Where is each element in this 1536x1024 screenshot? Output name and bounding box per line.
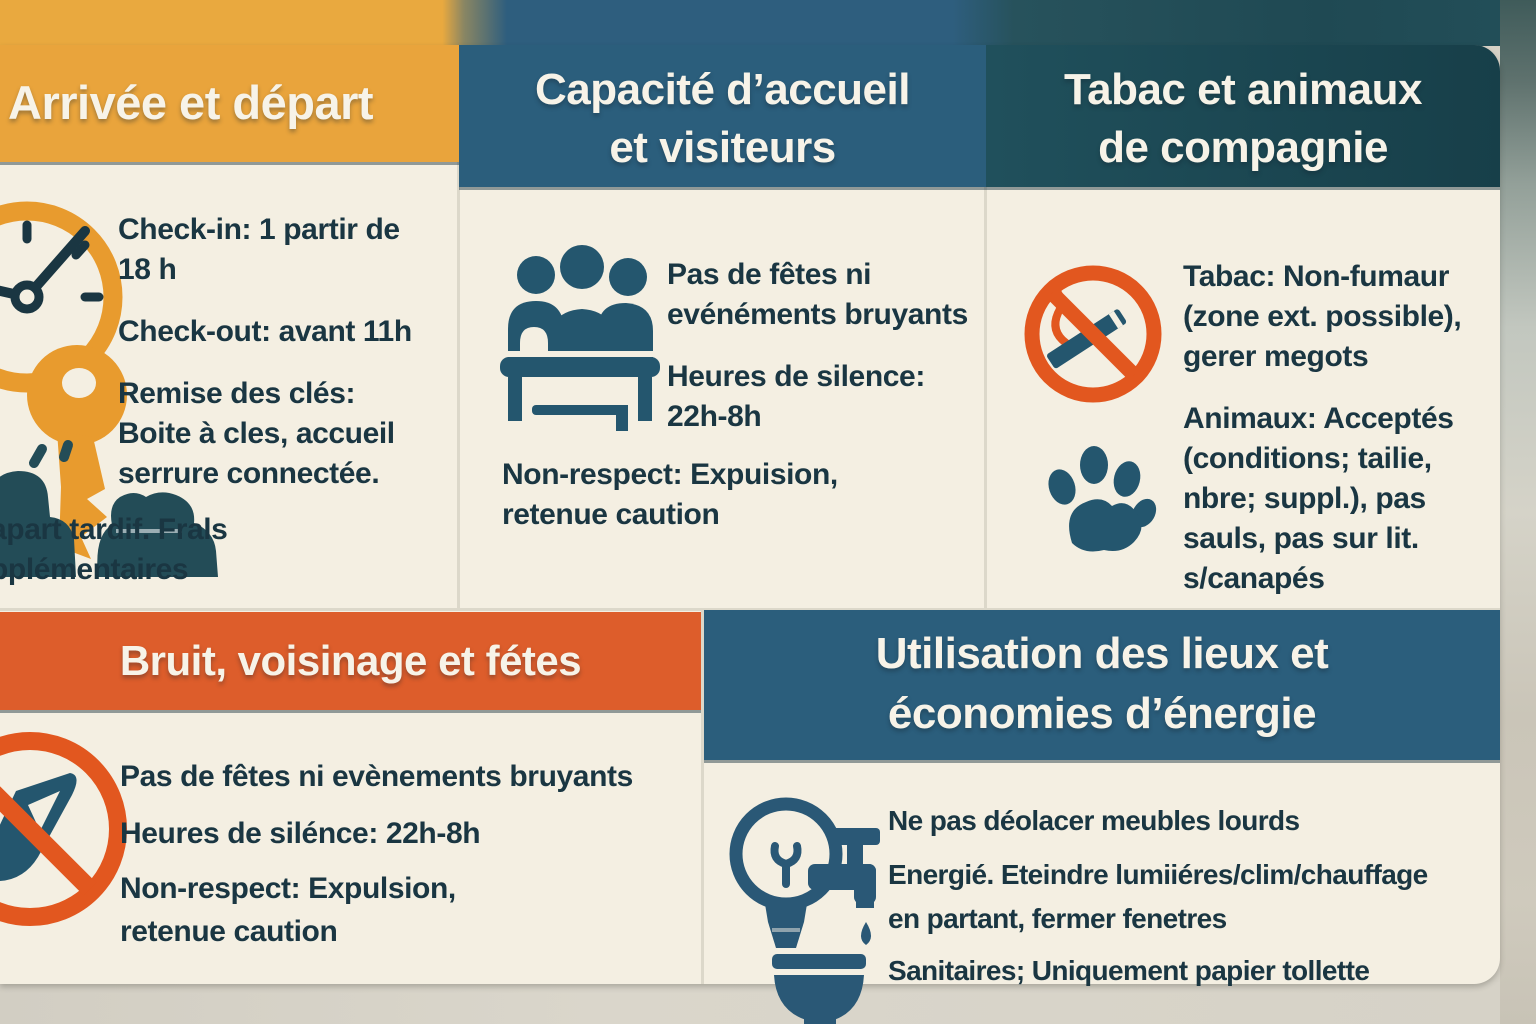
background-right-blur: [1500, 0, 1536, 1024]
section-title: Capacité d’accueil et visiteurs: [535, 65, 910, 172]
section-header-capacity: Capacité d’accueil et visiteurs: [459, 45, 986, 187]
energy-water-icons: [729, 797, 880, 1024]
section-title: Utilisation des lieux et économies d’éne…: [875, 629, 1329, 738]
rule-sanitary: Sanitaires; Uniquement papier tollette: [888, 955, 1370, 986]
rule-non-respect: Non-respect: Expuision, retenue caution: [502, 458, 838, 531]
divider-bottom: [701, 611, 704, 984]
rule-pets: Animaux: Acceptés (conditions; tailie, n…: [1183, 402, 1454, 595]
section-header-noise: Bruit, voisinage et fétes: [0, 612, 701, 710]
rule-keys: Remise des clés: Boite à cles, accueil s…: [118, 377, 395, 490]
rule-checkin: Check-in: 1 partir de 18 h: [118, 213, 400, 286]
no-noise-icon: [0, 732, 127, 926]
section-title: Arrivée et départ: [8, 76, 374, 129]
rule-checkout: Check-out: avant 11h: [118, 315, 412, 348]
divider-top-2: [984, 47, 987, 608]
background-bottom-blur: [0, 982, 1500, 1024]
rule-no-parties: Pas de fêtes ni evénéments bruyants: [667, 258, 968, 331]
lightbulb-icon: [729, 797, 843, 948]
divider-top-1: [457, 47, 460, 608]
rule-non-respect: Non-respect: Expulsion, retenue caution: [120, 872, 456, 948]
section-title: Bruit, voisinage et fétes: [119, 637, 582, 684]
keybox-icon: [0, 440, 218, 577]
rule-no-parties: Pas de fêtes ni evènements bruyants: [120, 760, 633, 793]
toilet-icon: [772, 954, 866, 1024]
paw-icon: [1048, 446, 1157, 552]
section-header-usage: Utilisation des lieux et économies d’éne…: [704, 610, 1500, 760]
divider-rows: [0, 608, 1500, 611]
rule-furniture: Ne pas déolacer meubles lourds: [888, 805, 1300, 836]
rule-energy: Energié. Eteindre lumiiéres/clim/chauffa…: [888, 859, 1428, 934]
rules-card: Arrivée et départ: [0, 45, 1500, 1024]
rule-quiet-hours: Heures de silénce: 22h-8h: [120, 817, 481, 850]
section-title: Tabac et animaux de compagnie: [1064, 65, 1423, 172]
clock-key-icon: [0, 201, 127, 559]
background-top-blur: [0, 0, 1536, 46]
no-smoking-icon: [1024, 265, 1162, 403]
faucet-icon: [808, 828, 880, 945]
rule-tobacco: Tabac: Non-fumaur (zone ext. possible), …: [1183, 260, 1462, 373]
section-header-smoking-pets: Tabac et animaux de compagnie: [986, 45, 1500, 187]
rule-late-departure: apart tardif. Frals pplémentaires: [0, 513, 228, 586]
section-header-arrival: Arrivée et départ: [0, 45, 459, 162]
rule-quiet-hours: Heures de silence: 22h-8h: [667, 360, 925, 433]
guests-bed-icon: [500, 245, 660, 431]
